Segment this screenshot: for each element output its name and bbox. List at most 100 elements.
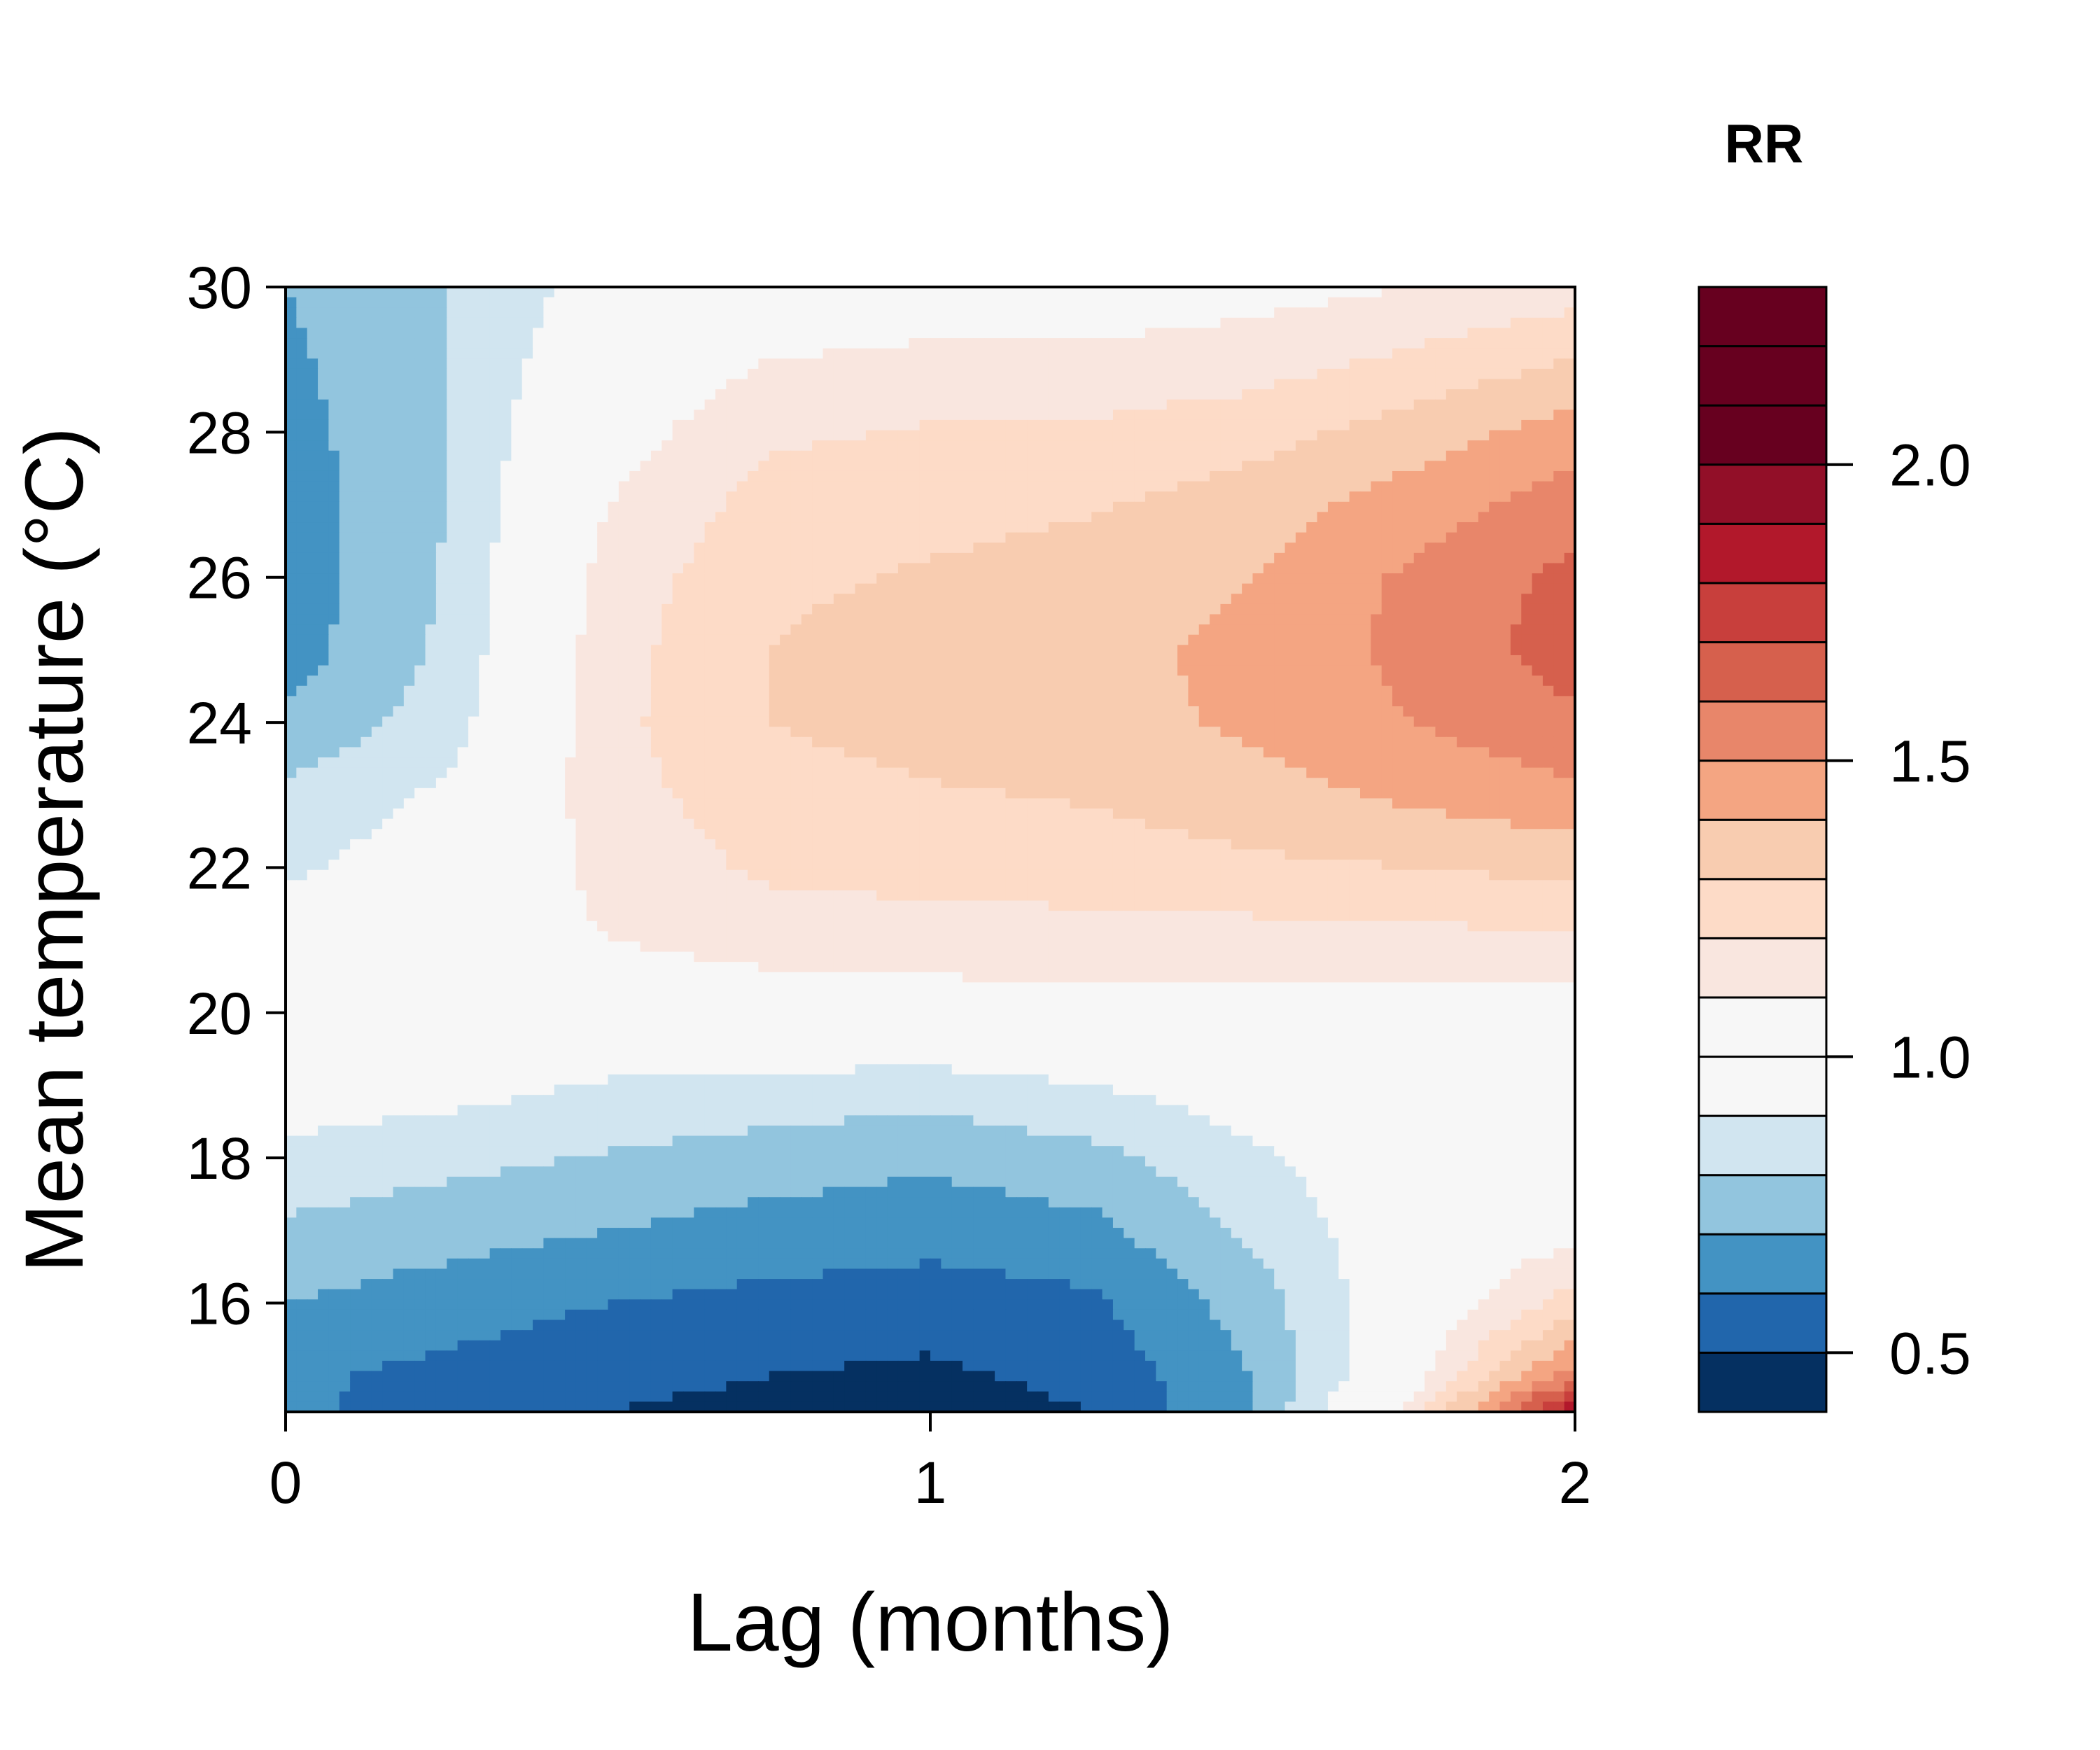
contour-cell	[801, 542, 813, 554]
contour-cell	[1112, 358, 1124, 370]
contour-cell	[865, 634, 877, 645]
contour-cell	[865, 532, 877, 543]
contour-cell	[500, 297, 512, 308]
contour-cell	[1542, 491, 1554, 503]
contour-cell	[704, 512, 716, 523]
contour-cell	[1403, 358, 1415, 370]
contour-cell	[457, 676, 469, 687]
contour-cell	[565, 307, 577, 318]
contour-cell	[447, 450, 458, 461]
contour-cell	[1403, 348, 1415, 359]
contour-cell	[1381, 430, 1393, 441]
contour-cell	[640, 410, 652, 421]
contour-cell	[1499, 676, 1511, 687]
contour-cell	[618, 389, 630, 400]
contour-cell	[1446, 481, 1457, 492]
contour-cell	[457, 696, 469, 707]
contour-cell	[360, 328, 372, 339]
contour-cell	[435, 542, 447, 554]
contour-cell	[1005, 297, 1017, 308]
contour-cell	[1124, 654, 1135, 666]
contour-cell	[941, 522, 953, 533]
contour-cell	[1381, 542, 1393, 554]
contour-cell	[790, 440, 802, 451]
contour-cell	[350, 594, 362, 605]
contour-cell	[865, 696, 877, 707]
contour-cell	[780, 450, 792, 461]
contour-cell	[682, 470, 694, 482]
contour-cell	[1371, 563, 1382, 574]
contour-cell	[1242, 563, 1254, 574]
contour-cell	[1542, 696, 1554, 707]
contour-cell	[1553, 594, 1565, 605]
contour-cell	[360, 287, 372, 298]
contour-cell	[1112, 481, 1124, 492]
contour-cell	[1284, 399, 1296, 410]
contour-cell	[748, 410, 759, 421]
contour-cell	[1499, 287, 1511, 298]
contour-cell	[672, 542, 684, 554]
contour-cell	[650, 430, 662, 441]
contour-cell	[801, 419, 813, 431]
contour-cell	[640, 552, 652, 564]
contour-cell	[833, 491, 845, 503]
contour-cell	[1210, 338, 1222, 349]
contour-cell	[640, 430, 652, 441]
contour-cell	[1263, 532, 1275, 543]
contour-cell	[1156, 470, 1168, 482]
contour-cell	[1134, 379, 1146, 390]
contour-cell	[1080, 358, 1092, 370]
contour-cell	[1210, 696, 1222, 707]
contour-cell	[1478, 696, 1490, 707]
contour-cell	[650, 287, 662, 298]
contour-cell	[865, 706, 877, 718]
contour-cell	[286, 430, 297, 441]
contour-cell	[1059, 706, 1071, 718]
contour-cell	[1231, 430, 1242, 441]
contour-cell	[1102, 614, 1114, 625]
contour-cell	[694, 287, 706, 298]
contour-cell	[1371, 481, 1382, 492]
contour-cell	[758, 317, 770, 329]
contour-cell	[371, 358, 383, 370]
contour-cell	[909, 430, 920, 441]
contour-cell	[393, 410, 405, 421]
contour-cell	[1306, 634, 1318, 645]
contour-cell	[694, 297, 706, 308]
contour-cell	[597, 685, 609, 696]
contour-cell	[1048, 706, 1060, 718]
contour-cell	[748, 358, 759, 370]
contour-cell	[897, 542, 909, 554]
contour-cell	[1188, 348, 1200, 359]
contour-cell	[1177, 614, 1189, 625]
contour-cell	[1252, 532, 1264, 543]
contour-cell	[360, 583, 372, 594]
contour-cell	[1284, 654, 1296, 666]
contour-cell	[533, 287, 544, 298]
contour-cell	[1510, 624, 1522, 636]
contour-cell	[694, 594, 706, 605]
contour-cell	[919, 461, 931, 472]
contour-cell	[801, 512, 813, 523]
contour-cell	[758, 594, 770, 605]
contour-cell	[1413, 542, 1425, 554]
contour-cell	[468, 410, 479, 421]
contour-cell	[1166, 645, 1178, 656]
contour-cell	[1499, 338, 1511, 349]
contour-cell	[855, 594, 867, 605]
contour-cell	[586, 552, 598, 564]
contour-cell	[844, 317, 856, 329]
contour-cell	[1274, 583, 1286, 594]
contour-cell	[1317, 450, 1329, 461]
contour-cell	[694, 450, 706, 461]
contour-cell	[500, 307, 512, 318]
contour-cell	[790, 287, 802, 298]
contour-cell	[403, 501, 415, 512]
contour-cell	[1102, 654, 1114, 666]
contour-cell	[801, 676, 813, 687]
contour-cell	[414, 645, 426, 656]
contour-cell	[640, 501, 652, 512]
contour-cell	[780, 542, 792, 554]
contour-cell	[876, 419, 888, 431]
contour-cell	[575, 563, 587, 574]
